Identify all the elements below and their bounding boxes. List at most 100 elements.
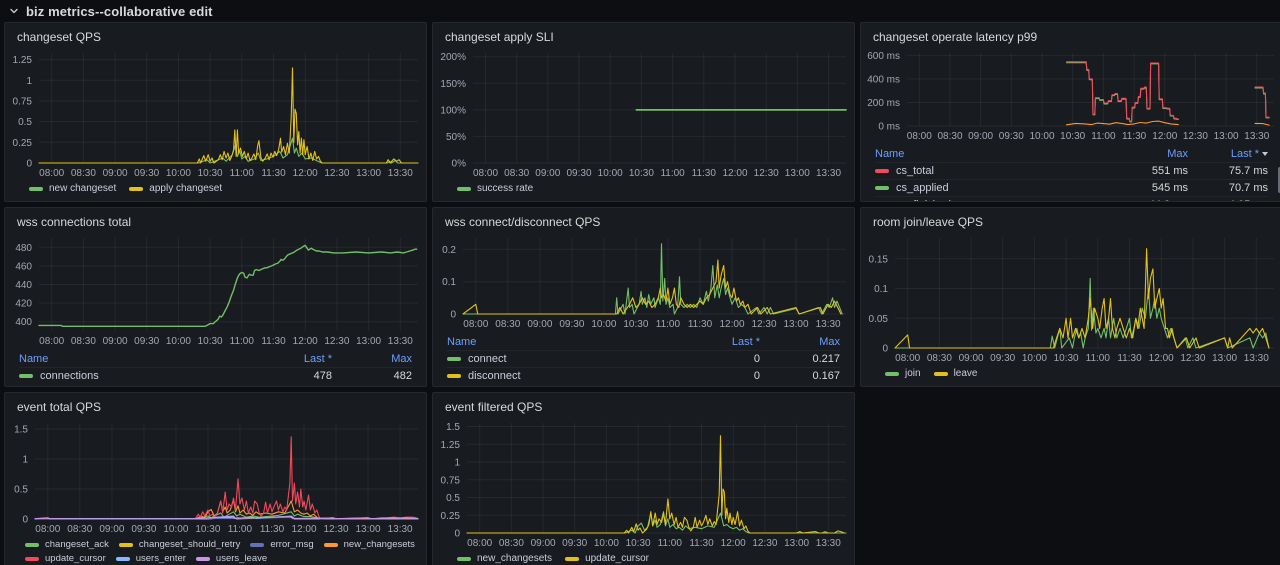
legend-item-join[interactable]: join [885,368,921,379]
svg-text:12:30: 12:30 [752,538,777,549]
svg-text:10:30: 10:30 [198,336,223,347]
legend-label: cs_total [896,165,934,177]
panel-title[interactable]: changeset QPS [17,30,102,44]
legend-item-connections[interactable]: connections [19,370,252,382]
series-color-swatch [19,374,33,378]
legend-item-apply-changeset[interactable]: apply changeset [129,183,222,194]
legend-value: 0.217 [812,353,840,365]
svg-text:0.1: 0.1 [442,277,456,288]
panel-wss-connect-disconnect-qps: wss connect/disconnect QPS 08:00 08:30 09:0… [432,207,855,387]
svg-text:09:30: 09:30 [134,336,159,347]
legend-item-cs-finished[interactable]: cs_finished [875,199,1108,201]
legend-label: new_changesets [477,553,553,564]
svg-text:13:30: 13:30 [388,336,413,347]
legend-col-max[interactable]: Max [391,353,412,365]
chart-canvas: 08:00 08:30 09:00 09:30 10:00 10:30 11:00 11:30… [15,238,418,347]
legend-col-last[interactable]: Last * [1188,148,1268,160]
svg-text:11:30: 11:30 [689,538,714,549]
legend-col-name[interactable]: Name [875,148,905,160]
chart-changeset-operate-latency-p99[interactable]: 08:00 08:30 09:00 09:30 10:00 10:30 11:00 11:30… [861,47,1280,145]
legend-item-new-changesets[interactable]: new_changesets [323,539,415,550]
svg-text:12:00: 12:00 [291,524,316,535]
legend-col-max[interactable]: Max [1167,148,1188,160]
legend-item-disconnect[interactable]: disconnect [447,370,680,382]
svg-text:11:00: 11:00 [658,538,683,549]
svg-text:460: 460 [15,261,32,272]
legend-value: 478 [313,370,332,382]
row-collapse-chevron-icon [9,6,19,16]
legend-item-new-changeset[interactable]: new changeset [29,183,116,194]
svg-text:12:00: 12:00 [1152,131,1177,142]
legend-label: new changeset [49,183,117,194]
svg-text:09:30: 09:30 [566,168,591,179]
panel-title[interactable]: wss connect/disconnect QPS [445,215,601,229]
chart-canvas: 08:00 08:30 09:00 09:30 10:00 10:30 11:00 11:30… [442,238,846,330]
panel-title[interactable]: changeset apply SLI [445,30,554,44]
panel-title[interactable]: event filtered QPS [445,400,543,414]
svg-text:13:30: 13:30 [1244,131,1269,142]
svg-text:08:00: 08:00 [463,319,488,330]
panel-title[interactable]: wss connections total [17,215,132,229]
chart-canvas: 08:00 08:30 09:00 09:30 10:00 10:30 11:00 11:30… [14,423,419,535]
legend-label: apply changeset [149,183,223,194]
chart-event-filtered-qps[interactable]: 08:00 08:30 09:00 09:30 10:00 10:30 11:00 11:30… [433,417,854,552]
panel-title[interactable]: event total QPS [17,400,102,414]
chart-wss-connections-total[interactable]: 08:00 08:30 09:00 09:30 10:00 10:30 11:00 11:30… [5,232,426,350]
svg-text:150%: 150% [440,79,466,90]
legend-item-connect[interactable]: connect [447,353,680,365]
svg-text:1: 1 [454,458,460,469]
svg-text:12:00: 12:00 [719,319,744,330]
legend-item-leave[interactable]: leave [933,368,977,379]
chart-room-join-leave-qps[interactable]: 08:00 08:30 09:00 09:30 10:00 10:30 11:00 11:30… [861,232,1280,367]
chart-changeset-qps[interactable]: 08:00 08:30 09:00 09:30 10:00 10:30 11:00 11:30… [5,47,426,182]
legend-value: 0 [753,370,760,382]
svg-text:11:30: 11:30 [688,319,713,330]
legend-item-cs-applied[interactable]: cs_applied [875,182,1108,194]
svg-text:100%: 100% [440,105,466,116]
legend-item-changeset-should-retry[interactable]: changeset_should_retry [118,539,241,550]
legend-col-max[interactable]: Max [819,336,840,348]
svg-text:0.05: 0.05 [869,314,889,325]
svg-text:09:00: 09:00 [103,168,128,179]
chart-wss-connect-disconnect-qps[interactable]: 08:00 08:30 09:00 09:30 10:00 10:30 11:00 11:30… [433,232,854,333]
legend-col-name[interactable]: Name [19,353,49,365]
legend-item-users-enter[interactable]: users_enter [115,553,186,564]
series-color-swatch [250,542,265,547]
legend-row-connections: connections 478 482 [19,367,412,384]
legend-value: 0.167 [812,370,840,382]
chart-event-total-qps[interactable]: 08:00 08:30 09:00 09:30 10:00 10:30 11:00 11:30… [5,417,426,538]
legend-item-update-cursor[interactable]: update_cursor [565,553,649,564]
panel-room-join-leave-qps: room join/leave QPS 08:00 08:30 09:00 09:30 1… [860,207,1280,387]
legend-item-error-msg[interactable]: error_msg [250,539,314,550]
legend-col-last[interactable]: Last * [731,336,760,348]
svg-text:200 ms: 200 ms [867,98,900,109]
legend-item-new-changesets[interactable]: new_changesets [457,553,552,564]
legend-col-name[interactable]: Name [447,336,477,348]
dashboard-row-header[interactable]: biz metrics--collaborative edit [0,0,1280,22]
svg-text:0: 0 [454,529,460,540]
legend-item-cs-total[interactable]: cs_total [875,165,1108,177]
legend-label: changeset_should_retry [138,539,241,550]
panel-title[interactable]: room join/leave QPS [873,215,984,229]
legend-value: 75.7 ms [1228,165,1268,177]
svg-text:09:30: 09:30 [559,319,584,330]
svg-text:10:30: 10:30 [198,168,223,179]
series-leave [894,248,1270,349]
svg-text:08:00: 08:00 [39,168,64,179]
svg-text:600 ms: 600 ms [867,51,900,62]
series-cs-applied [1066,62,1179,123]
legend-scrollbar[interactable] [1278,167,1280,193]
series-color-swatch [115,556,130,561]
legend-item-changeset-ack[interactable]: changeset_ack [25,539,109,550]
series-disconnect [462,259,842,315]
legend-col-last[interactable]: Last * [303,353,332,365]
svg-text:13:00: 13:00 [784,538,809,549]
legend-label: join [905,368,921,379]
svg-text:1.5: 1.5 [446,422,460,433]
panel-title[interactable]: changeset operate latency p99 [873,30,1038,44]
chart-changeset-apply-sli[interactable]: 08:00 08:30 09:00 09:30 10:00 10:30 11:00 11:30… [433,47,854,182]
legend-item-success-rate[interactable]: success rate [457,183,533,194]
legend-item-update-cursor[interactable]: update_cursor [25,553,106,564]
legend-item-users-leave[interactable]: users_leave [195,553,267,564]
